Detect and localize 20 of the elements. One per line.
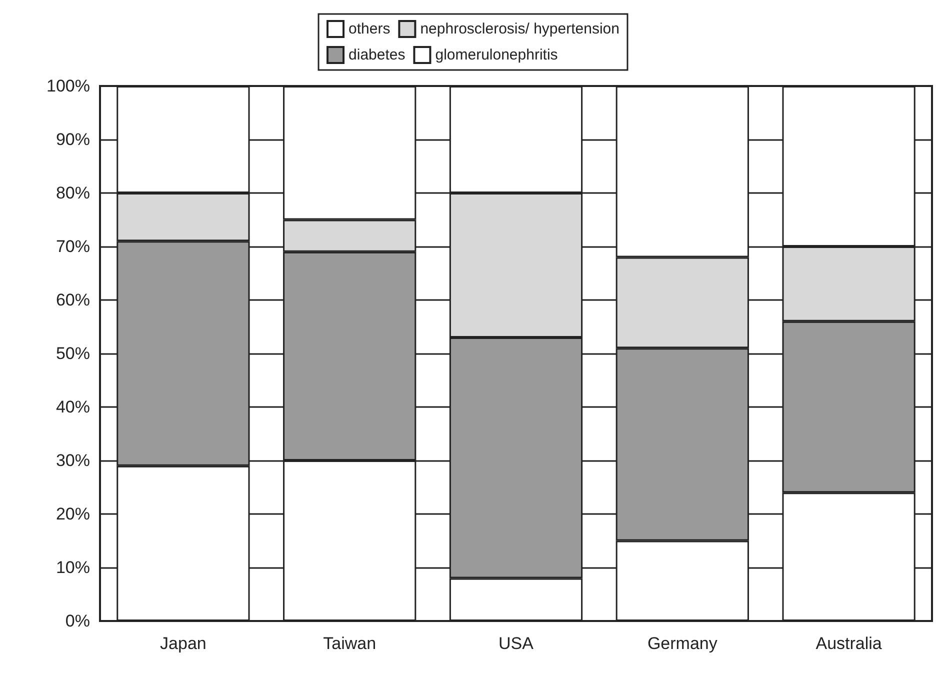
y-tick-label: 20% (56, 504, 90, 524)
legend-label: nephrosclerosis/ hypertension (420, 20, 620, 38)
y-tick-label: 70% (56, 237, 90, 256)
y-tick-label: 50% (56, 344, 90, 363)
y-tick-label: 80% (56, 184, 90, 202)
x-tick-label: Germany (647, 634, 718, 653)
y-tick-label: 100% (46, 76, 90, 96)
legend-label: glomerulonephritis (435, 46, 558, 64)
y-tick-label: 0% (65, 612, 90, 630)
y-tick-label: 60% (56, 290, 90, 310)
legend-label: diabetes (348, 46, 406, 64)
y-tick-label: 10% (56, 558, 90, 577)
legend-label: others (348, 20, 390, 38)
y-tick-label: 40% (56, 398, 90, 416)
x-tick-label: Japan (160, 634, 206, 653)
x-tick-label: USA (498, 634, 534, 653)
y-tick-label: 90% (56, 130, 90, 149)
x-tick-label: Taiwan (323, 634, 376, 653)
y-tick-label: 30% (56, 451, 90, 470)
x-tick-label: Australia (816, 634, 882, 653)
